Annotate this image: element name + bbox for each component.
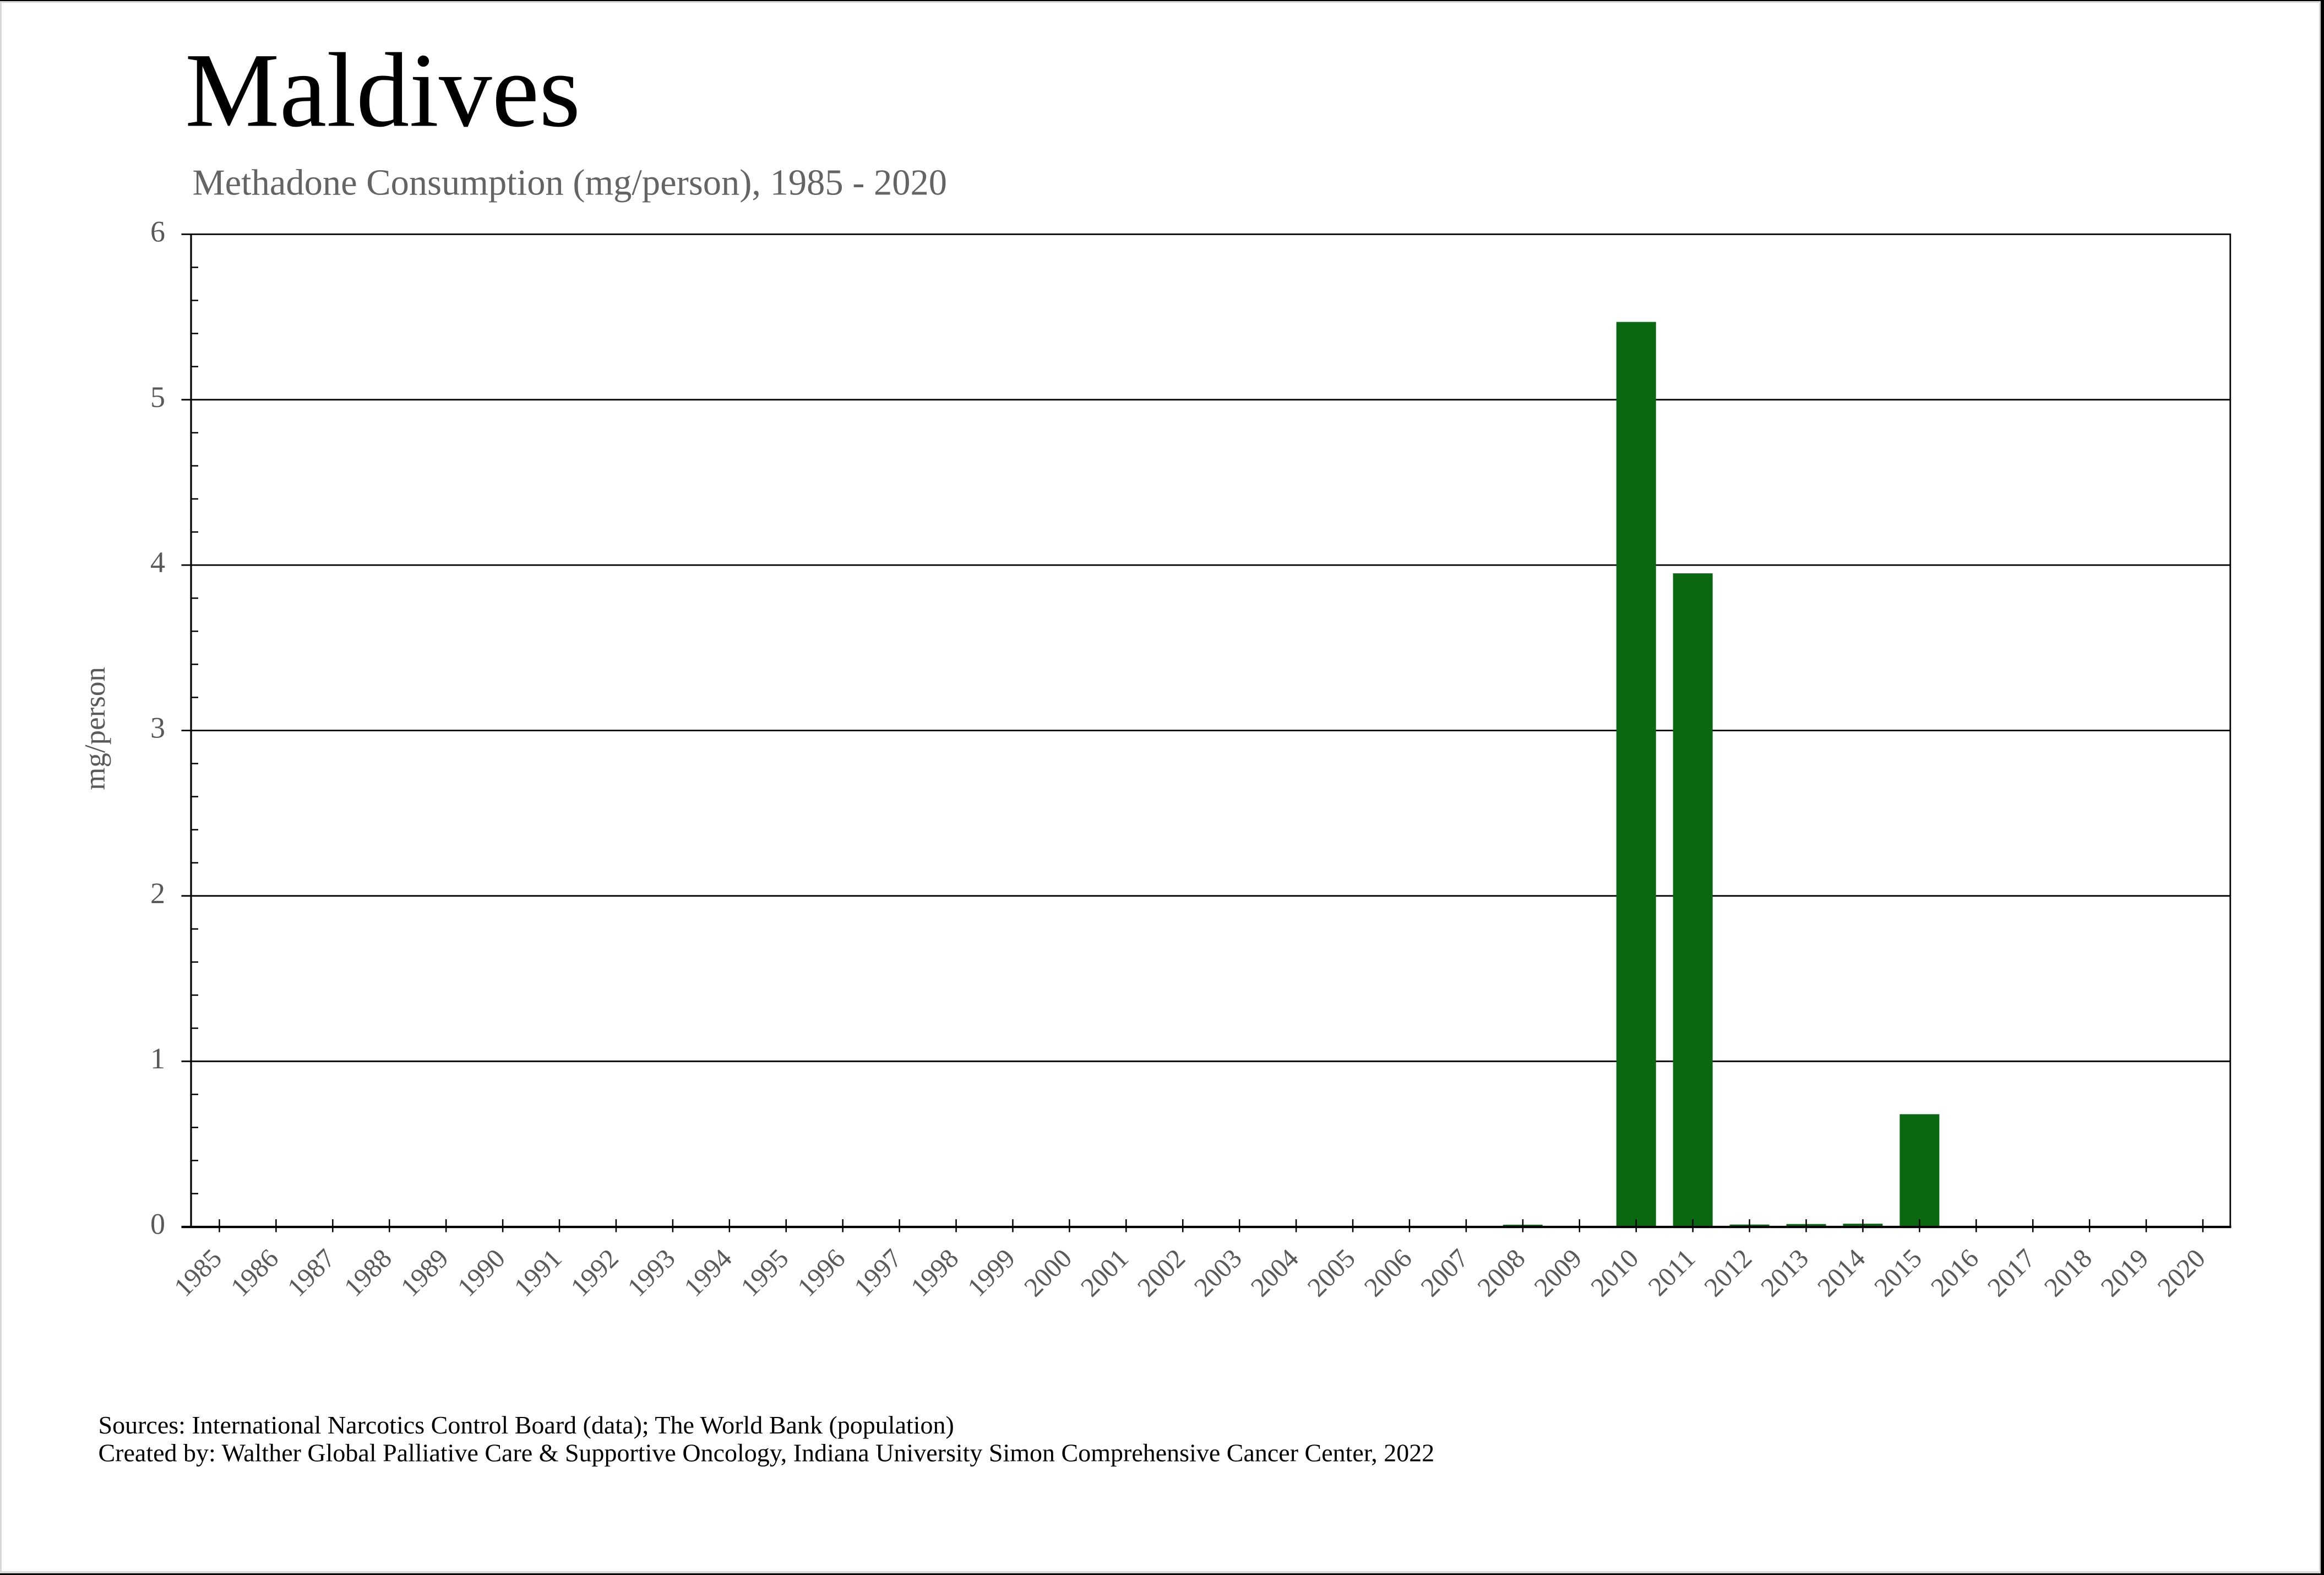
svg-text:1990: 1990 bbox=[451, 1243, 511, 1302]
svg-text:1993: 1993 bbox=[621, 1243, 681, 1302]
svg-text:2006: 2006 bbox=[1358, 1243, 1418, 1302]
svg-text:2011: 2011 bbox=[1642, 1243, 1701, 1302]
svg-text:1998: 1998 bbox=[905, 1243, 964, 1302]
svg-text:1995: 1995 bbox=[734, 1243, 794, 1302]
svg-text:2014: 2014 bbox=[1811, 1243, 1871, 1302]
svg-text:Created by: Walther Global Pal: Created by: Walther Global Palliative Ca… bbox=[99, 1439, 1435, 1467]
svg-text:2019: 2019 bbox=[2095, 1243, 2154, 1302]
svg-text:mg/person: mg/person bbox=[79, 667, 111, 790]
svg-text:2016: 2016 bbox=[1925, 1243, 1984, 1302]
svg-text:2003: 2003 bbox=[1188, 1243, 1248, 1302]
svg-text:2015: 2015 bbox=[1868, 1243, 1928, 1302]
svg-text:Methadone Consumption (mg/pers: Methadone Consumption (mg/person), 1985 … bbox=[193, 163, 948, 203]
svg-text:2020: 2020 bbox=[2152, 1243, 2211, 1302]
svg-text:Maldives: Maldives bbox=[185, 31, 580, 149]
svg-text:2000: 2000 bbox=[1018, 1243, 1077, 1302]
svg-text:1986: 1986 bbox=[225, 1243, 284, 1302]
svg-text:4: 4 bbox=[150, 546, 165, 579]
svg-text:1996: 1996 bbox=[791, 1243, 851, 1302]
svg-text:1994: 1994 bbox=[678, 1243, 737, 1302]
svg-text:2010: 2010 bbox=[1585, 1243, 1644, 1302]
svg-text:3: 3 bbox=[150, 711, 165, 744]
svg-text:2008: 2008 bbox=[1471, 1243, 1531, 1302]
svg-text:1985: 1985 bbox=[168, 1243, 227, 1302]
svg-text:1999: 1999 bbox=[961, 1243, 1021, 1302]
svg-text:2018: 2018 bbox=[2038, 1243, 2098, 1302]
svg-text:1989: 1989 bbox=[395, 1243, 454, 1302]
svg-text:1997: 1997 bbox=[848, 1243, 907, 1302]
svg-text:2001: 2001 bbox=[1075, 1243, 1134, 1302]
svg-text:Sources: International Narcoti: Sources: International Narcotics Control… bbox=[99, 1411, 954, 1439]
svg-text:1987: 1987 bbox=[281, 1243, 341, 1302]
svg-text:2013: 2013 bbox=[1755, 1243, 1814, 1302]
svg-text:2012: 2012 bbox=[1698, 1243, 1757, 1302]
svg-text:1992: 1992 bbox=[565, 1243, 624, 1302]
svg-text:1: 1 bbox=[150, 1042, 165, 1075]
svg-text:2017: 2017 bbox=[1982, 1243, 2041, 1302]
svg-text:5: 5 bbox=[150, 381, 165, 414]
svg-text:6: 6 bbox=[150, 215, 165, 248]
svg-text:2007: 2007 bbox=[1415, 1243, 1474, 1302]
svg-text:1988: 1988 bbox=[338, 1243, 398, 1302]
svg-text:2004: 2004 bbox=[1245, 1243, 1304, 1302]
svg-text:2002: 2002 bbox=[1131, 1243, 1191, 1302]
svg-text:1991: 1991 bbox=[508, 1243, 568, 1302]
svg-text:0: 0 bbox=[150, 1208, 165, 1241]
svg-text:2009: 2009 bbox=[1528, 1243, 1587, 1302]
svg-text:2005: 2005 bbox=[1302, 1243, 1361, 1302]
svg-text:2: 2 bbox=[150, 877, 165, 910]
